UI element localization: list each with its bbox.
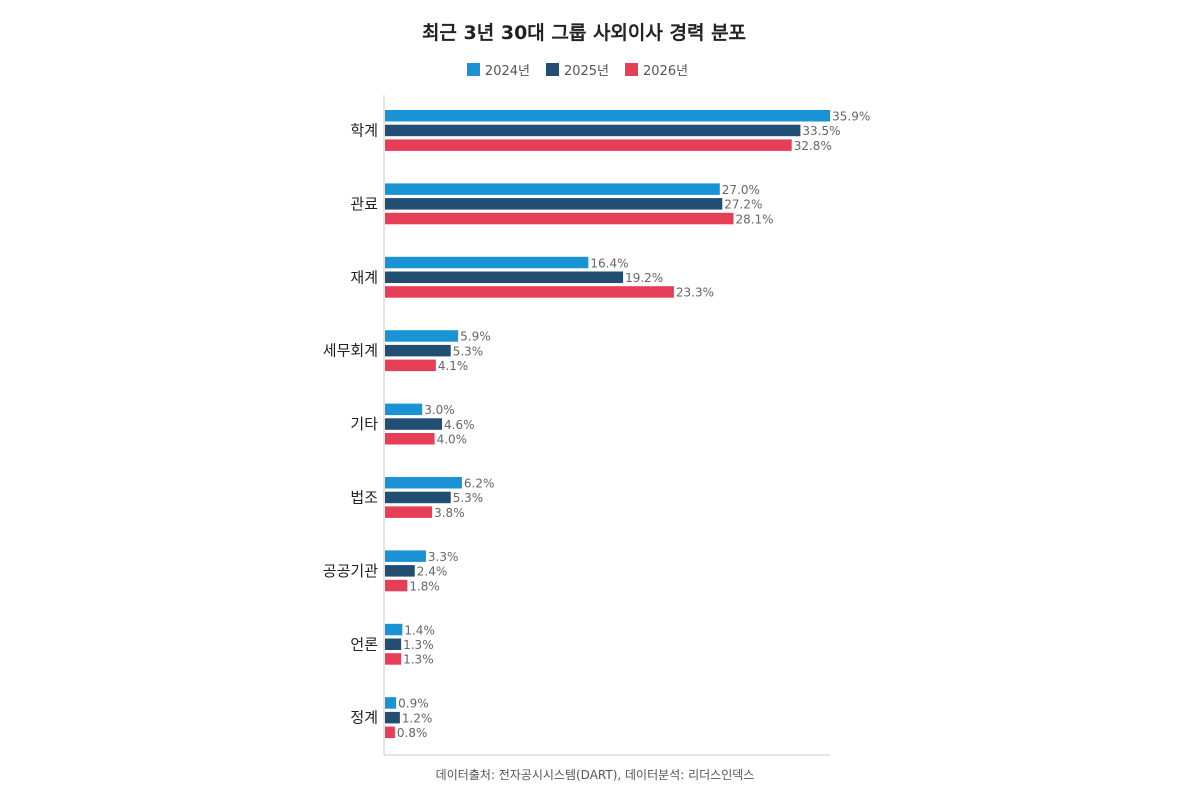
legend-swatch-2025 <box>545 63 559 76</box>
bar-value-label-3-2026년: 23.3% <box>676 286 714 300</box>
legend-label-2025: 2025년 <box>563 64 610 79</box>
bar-value-label-5-2024년: 3.0% <box>424 403 455 417</box>
legend-item-2024: 2024년 <box>466 60 530 79</box>
bar-5-2025년 <box>385 418 443 430</box>
bar-value-label-1-2026년: 32.8% <box>794 139 832 153</box>
bar-5-2024년 <box>385 403 423 416</box>
bar-7-2026년 <box>385 579 408 592</box>
bar-7-2025년 <box>385 565 415 577</box>
bar-3-2024년 <box>385 256 589 269</box>
category-label-9: 정계 <box>350 709 378 727</box>
chart-legend: 2024년 2025년 2026년 <box>0 60 1155 79</box>
bar-value-label-4-2026년: 4.1% <box>438 359 469 373</box>
category-label-4: 세무회계 <box>323 342 378 360</box>
bar-5-2026년 <box>385 433 435 445</box>
category-label-1: 학계 <box>350 121 378 139</box>
bar-value-label-2-2024년: 27.0% <box>722 183 760 197</box>
bar-9-2026년 <box>385 726 395 739</box>
bar-value-label-7-2025년: 2.4% <box>417 565 448 579</box>
category-label-3: 재계 <box>350 268 378 286</box>
bar-value-label-6-2025년: 5.3% <box>453 491 484 505</box>
bar-6-2024년 <box>385 477 462 489</box>
bar-value-label-6-2024년: 6.2% <box>464 477 495 491</box>
bar-6-2025년 <box>385 491 451 504</box>
bar-1-2026년 <box>385 139 792 151</box>
bar-value-label-4-2024년: 5.9% <box>460 330 491 344</box>
bar-value-label-7-2026년: 1.8% <box>409 579 440 593</box>
bar-4-2024년 <box>385 330 459 342</box>
category-label-6: 법조 <box>350 488 378 506</box>
bar-8-2024년 <box>385 623 403 636</box>
bar-2-2025년 <box>385 198 723 210</box>
bar-9-2025년 <box>385 711 400 724</box>
bar-8-2026년 <box>385 653 402 665</box>
bar-value-label-9-2025년: 1.2% <box>402 711 433 725</box>
bar-value-label-6-2026년: 3.8% <box>434 506 465 520</box>
bar-3-2025년 <box>385 271 624 283</box>
bar-6-2026년 <box>385 506 433 518</box>
category-label-5: 기타 <box>350 415 378 433</box>
bar-4-2025년 <box>385 344 451 357</box>
category-label-7: 공공기관 <box>323 562 378 580</box>
legend-label-2026: 2026년 <box>643 64 689 79</box>
category-label-8: 언론 <box>350 635 378 653</box>
bar-2-2024년 <box>385 183 720 195</box>
bar-2-2026년 <box>385 212 734 225</box>
bar-1-2024년 <box>385 110 831 122</box>
bar-4-2026년 <box>385 359 436 372</box>
bar-value-label-7-2024년: 3.3% <box>428 550 459 564</box>
bar-value-label-8-2026년: 1.3% <box>403 653 434 667</box>
bar-7-2024년 <box>385 550 426 562</box>
bar-value-label-5-2025년: 4.6% <box>444 418 475 432</box>
chart-title: 최근 3년 30대 그룹 사외이사 경력 분포 <box>421 22 747 44</box>
bar-value-label-5-2026년: 4.0% <box>437 433 468 447</box>
category-label-2: 관료 <box>350 195 378 213</box>
bar-value-label-2-2026년: 28.1% <box>735 212 773 226</box>
bar-value-label-9-2024년: 0.9% <box>398 697 429 711</box>
source-note: 데이터출처: 전자공시시스템(DART), 데이터분석: 리더스인덱스 <box>435 768 755 782</box>
bar-value-label-4-2025년: 5.3% <box>453 344 484 358</box>
bar-1-2025년 <box>385 124 801 137</box>
bar-value-label-9-2026년: 0.8% <box>397 726 428 740</box>
bar-9-2024년 <box>385 697 397 709</box>
legend-swatch-2026 <box>625 63 639 76</box>
legend-item-2026: 2026년 <box>625 60 688 79</box>
bar-value-label-1-2024년: 35.9% <box>832 110 870 124</box>
bar-value-label-3-2024년: 16.4% <box>590 256 628 270</box>
bar-8-2025년 <box>385 638 402 650</box>
bar-value-label-2-2025년: 27.2% <box>724 198 762 212</box>
legend-item-2025: 2025년 <box>545 60 610 79</box>
bar-value-label-8-2024년: 1.4% <box>404 623 435 637</box>
legend-label-2024: 2024년 <box>484 64 530 79</box>
legend-swatch-2024 <box>466 63 480 76</box>
bar-value-label-3-2025년: 19.2% <box>625 271 663 285</box>
bar-value-label-1-2025년: 33.5% <box>802 124 840 138</box>
bar-3-2026년 <box>385 286 674 298</box>
bar-value-label-8-2025년: 1.3% <box>403 638 434 652</box>
